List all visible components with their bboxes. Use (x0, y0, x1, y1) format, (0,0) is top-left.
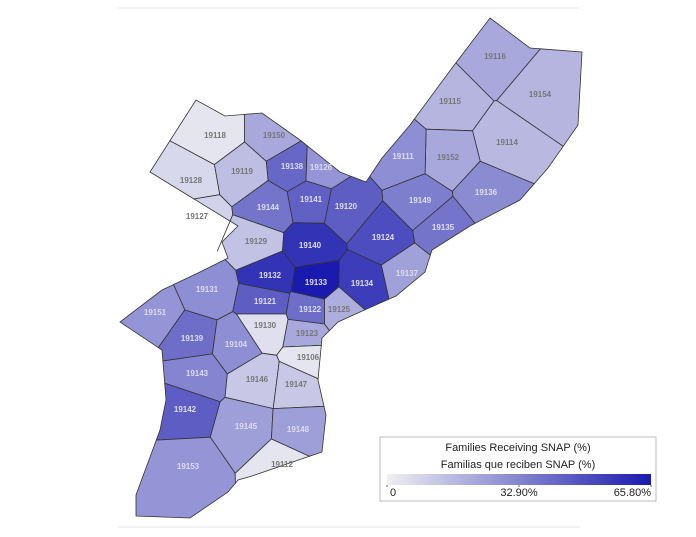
legend-title: Families Receiving SNAP (%) (445, 442, 590, 454)
zip-label: 19115 (439, 97, 461, 106)
zip-label: 19118 (204, 131, 226, 140)
zip-label: 19142 (174, 405, 197, 414)
zip-label: 19140 (299, 241, 322, 250)
legend-tick-label: 65.80% (614, 487, 652, 499)
zip-label: 19104 (225, 340, 248, 349)
zip-label: 19128 (180, 176, 203, 185)
zip-region (380, 242, 431, 300)
zip-label: 19150 (263, 131, 286, 140)
legend: Families Receiving SNAP (%) Familias que… (379, 436, 657, 502)
zip-label: 19111 (392, 152, 414, 161)
zip-label: 19145 (235, 422, 258, 431)
zip-label: 19130 (254, 321, 277, 330)
zip-label: 19134 (351, 279, 374, 288)
zip-label: 19138 (281, 162, 304, 171)
zip-label: 19148 (287, 425, 310, 434)
zip-label: 19139 (181, 334, 204, 343)
legend-box (379, 436, 657, 502)
zip-label: 19141 (300, 195, 323, 204)
zip-label: 19106 (297, 353, 320, 362)
legend-subtitle: Familias que reciben SNAP (%) (441, 459, 595, 471)
zip-label: 19112 (271, 460, 293, 469)
zip-label: 19154 (529, 90, 552, 99)
zip-label: 19125 (328, 305, 351, 314)
legend-ticks: 0 32.90% 65.80% (386, 485, 652, 499)
zip-label: 19127 (186, 212, 209, 221)
zip-region (496, 48, 583, 147)
zip-label: 19146 (246, 375, 269, 384)
legend-tick-label: 0 (390, 487, 396, 499)
zip-label: 19136 (475, 188, 498, 197)
zip-label: 19119 (231, 167, 253, 176)
zip-label: 19129 (245, 237, 268, 246)
zip-label: 19152 (437, 153, 460, 162)
zip-label: 19143 (186, 369, 209, 378)
zip-label: 19126 (310, 163, 333, 172)
zip-label: 19132 (259, 271, 282, 280)
zip-label: 19133 (305, 278, 328, 287)
zip-label: 19123 (296, 329, 319, 338)
zip-label: 19144 (257, 203, 280, 212)
zip-region (234, 438, 311, 485)
zip-label: 19116 (484, 52, 506, 61)
zip-region (135, 436, 236, 519)
zip-label: 19153 (177, 462, 200, 471)
zip-label: 19121 (254, 297, 277, 306)
zip-label: 19124 (372, 233, 395, 242)
zip-label: 19149 (409, 196, 432, 205)
zip-label: 19122 (299, 305, 322, 314)
zip-label: 19151 (144, 308, 167, 317)
zip-label: 19114 (496, 138, 518, 147)
zip-label: 19135 (432, 223, 455, 232)
zip-label: 19137 (396, 269, 419, 278)
legend-tick-label: 32.90% (500, 487, 538, 499)
legend-gradient (387, 474, 651, 485)
regions (119, 17, 583, 519)
labels: 19116 19154 19115 19114 19152 19111 19136 19149… (144, 52, 552, 471)
zip-label: 19120 (335, 202, 358, 211)
zip-label: 19131 (196, 285, 219, 294)
zip-label: 19147 (285, 380, 308, 389)
